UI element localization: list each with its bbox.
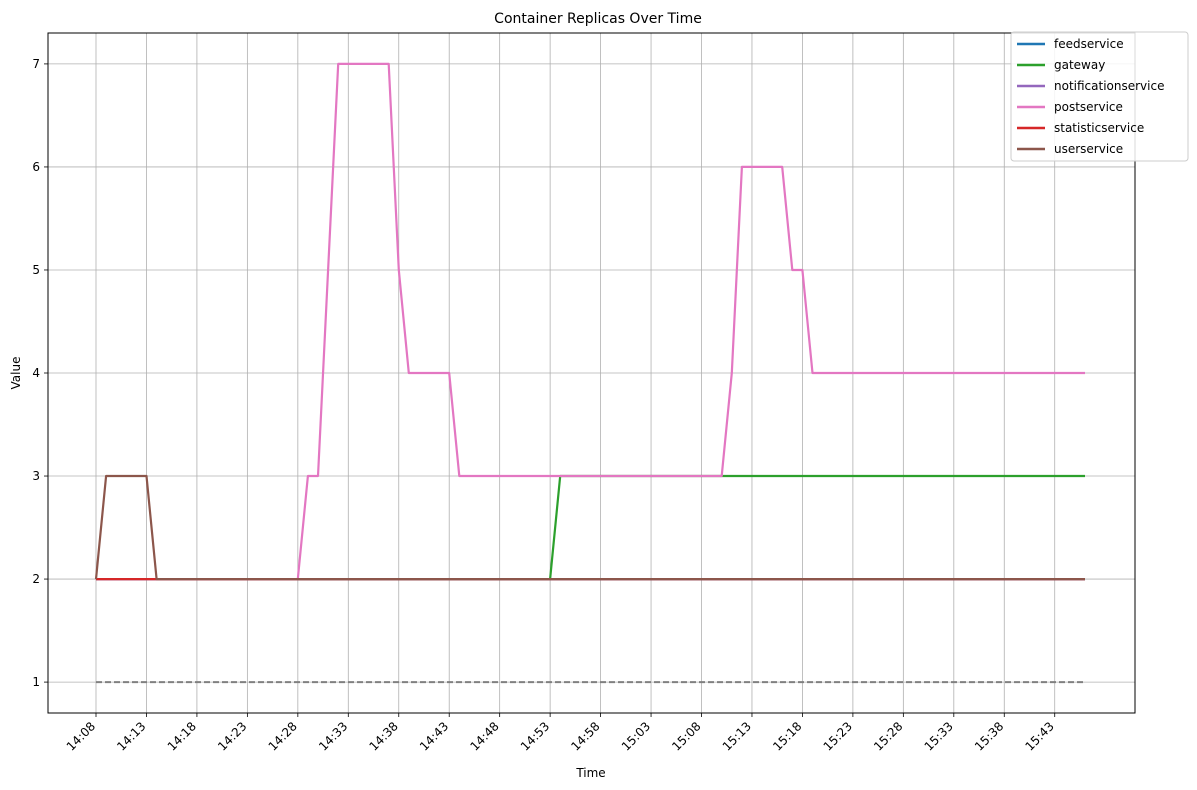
y-axis-label: Value <box>9 357 23 390</box>
y-tick-label: 4 <box>32 366 40 380</box>
series-line-userservice <box>94 474 1085 581</box>
series-line-postservice <box>96 62 1085 581</box>
legend: feedservice gateway notificationservice pos… <box>1010 31 1189 162</box>
y-tick-label: 6 <box>32 160 40 174</box>
y-tick-label: 1 <box>32 675 40 689</box>
y-tick-label: 7 <box>32 57 40 71</box>
series-layer <box>94 62 1085 581</box>
legend-label: gateway <box>1054 58 1105 72</box>
y-tick-label: 5 <box>32 263 40 277</box>
y-tick-label: 3 <box>32 469 40 483</box>
legend-label: statisticservice <box>1054 121 1144 135</box>
legend-label: notificationservice <box>1054 79 1164 93</box>
legend-label: userservice <box>1054 142 1123 156</box>
chart-title: Container Replicas Over Time <box>494 11 702 27</box>
legend-label: feedservice <box>1054 37 1124 51</box>
y-axis-ticks: 1 2 3 4 5 6 7 <box>32 57 48 689</box>
legend-label: postservice <box>1054 100 1123 114</box>
y-tick-label: 2 <box>32 572 40 586</box>
legend-box <box>1010 31 1189 162</box>
x-axis-label: Time <box>575 766 605 780</box>
